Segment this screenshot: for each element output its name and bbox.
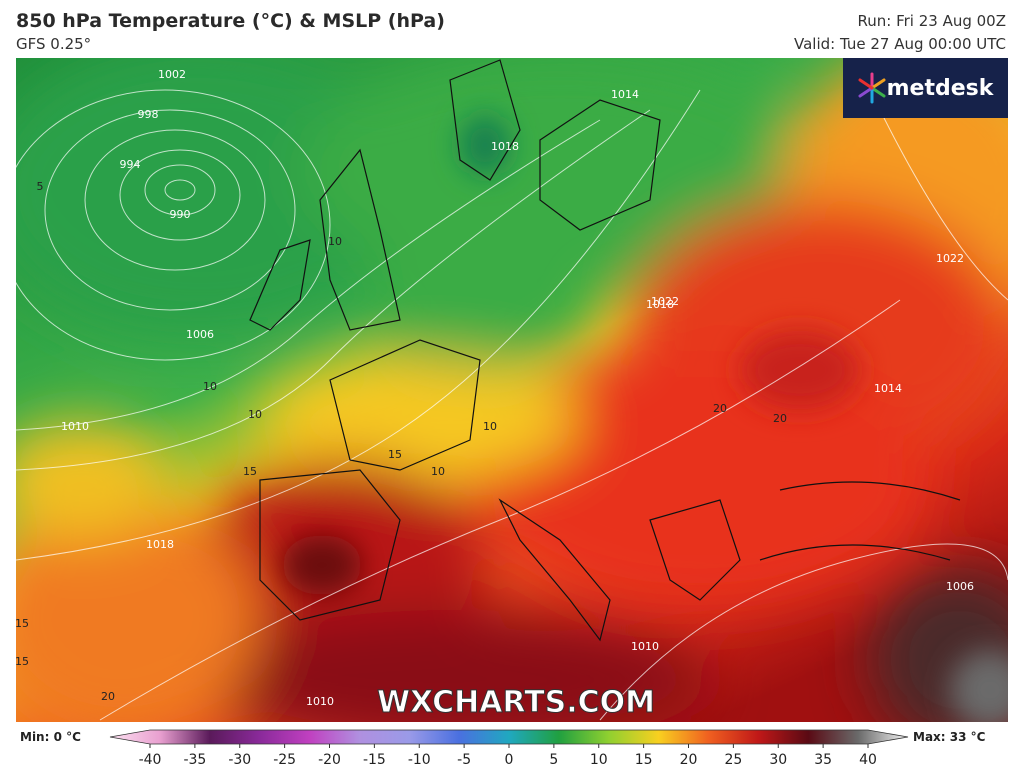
colorbar-tick-label: -15	[363, 752, 386, 768]
contour-label: 20	[713, 402, 727, 415]
run-time: Run: Fri 23 Aug 00Z	[857, 12, 1007, 30]
contour-label: 1022	[936, 252, 964, 265]
min-label: Min: 0 °C	[20, 730, 81, 744]
colorbar-tick-label: -20	[318, 752, 341, 768]
contour-label: 1014	[874, 382, 902, 395]
colorbar-tick-label: -30	[228, 752, 251, 768]
colorbar-tick-label: 5	[549, 752, 558, 768]
colorbar-bar	[109, 729, 909, 745]
watermark: WXCHARTS.COM	[377, 685, 655, 720]
contour-label: 990	[170, 208, 191, 221]
contour-label: 1014	[611, 88, 639, 101]
contour-label: 10	[203, 380, 217, 393]
colorbar-tick-label: 0	[505, 752, 514, 768]
contour-label: 10	[248, 408, 262, 421]
contour-labels: 1002998994990100610101014101810221018102…	[15, 68, 974, 708]
colorbar-tick-label: 25	[724, 752, 742, 768]
colorbar-tick-label: 40	[859, 752, 877, 768]
contour-label: 1022	[651, 295, 679, 308]
contour-label: 10	[328, 235, 342, 248]
contour-label: 1010	[61, 420, 89, 433]
colorbar-tick-label: -5	[457, 752, 471, 768]
logo-box: metdesk	[843, 58, 1008, 118]
colorbar-tick-label: -35	[183, 752, 206, 768]
colorbar-tick-label: -40	[139, 752, 162, 768]
colorbar: -40 -35 -30 -25 -20 -15 -10 -5 0 5 10 15 20 25 30 35 40 M…	[20, 729, 986, 768]
colorbar-tick-label: -25	[273, 752, 296, 768]
logo-text: metdesk	[887, 76, 995, 101]
colorbar-tick-label: 10	[590, 752, 608, 768]
contour-label: 15	[15, 617, 29, 630]
contour-label: 1018	[646, 298, 674, 311]
contour-label: 1010	[631, 640, 659, 653]
colorbar-tick-label: -10	[408, 752, 431, 768]
contour-label: 15	[243, 465, 257, 478]
contour-label: 1010	[306, 695, 334, 708]
contour-label: 1018	[491, 140, 519, 153]
max-label: Max: 33 °C	[913, 730, 986, 744]
contour-label: 994	[120, 158, 141, 171]
contour-label: 1006	[946, 580, 974, 593]
colorbar-tick-label: 35	[814, 752, 832, 768]
model-name: GFS 0.25°	[16, 35, 92, 53]
contour-label: 15	[388, 448, 402, 461]
contour-label: 1002	[158, 68, 186, 81]
contour-label: 20	[773, 412, 787, 425]
contour-label: 20	[101, 690, 115, 703]
colorbar-tick-label: 15	[635, 752, 653, 768]
contour-label: 15	[15, 655, 29, 668]
isobars	[16, 89, 1008, 721]
contour-label: 1018	[146, 538, 174, 551]
contour-label: 10	[483, 420, 497, 433]
map-field	[16, 58, 1008, 722]
coastlines	[249, 59, 961, 642]
map-title: 850 hPa Temperature (°C) & MSLP (hPa)	[16, 10, 445, 32]
contour-label: 5	[37, 180, 44, 193]
colorbar-tick-label: 20	[680, 752, 698, 768]
contour-label: 998	[138, 108, 159, 121]
colorbar-tick-label: 30	[769, 752, 787, 768]
contour-label: 1006	[186, 328, 214, 341]
contour-label: 10	[431, 465, 445, 478]
valid-time: Valid: Tue 27 Aug 00:00 UTC	[794, 35, 1006, 53]
